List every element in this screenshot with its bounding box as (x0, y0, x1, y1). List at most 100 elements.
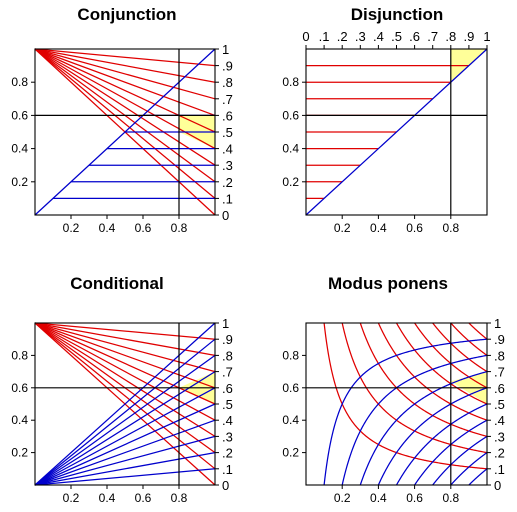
right-tick-label: .1 (222, 462, 233, 477)
blue-line (34, 435, 216, 486)
right-tick-label: .8 (222, 75, 233, 90)
x-tick-label: 0.4 (370, 221, 387, 235)
blue-line (34, 322, 216, 486)
right-tick-label: .6 (494, 381, 505, 396)
red-line (34, 322, 216, 357)
right-tick-label: .3 (222, 429, 233, 444)
x-tick-label: 0.8 (442, 221, 459, 235)
red-line (34, 48, 216, 67)
right-tick-label: .1 (494, 462, 505, 477)
right-tick-label: .4 (222, 142, 233, 157)
x-tick-label: 0.4 (99, 221, 116, 235)
red-line (34, 48, 216, 199)
red-curve (468, 322, 488, 340)
right-tick-label: .9 (222, 59, 233, 74)
right-tick-label: .7 (222, 365, 233, 380)
red-line (34, 322, 216, 421)
x-tick-label: 0.4 (99, 491, 116, 505)
top-tick-label: .9 (463, 29, 474, 44)
right-tick-label: 0 (222, 208, 229, 223)
x-tick-label: 0.2 (63, 491, 80, 505)
x-tick-label: 0.2 (334, 221, 351, 235)
x-tick-label: 0.6 (406, 491, 423, 505)
blue-line (34, 371, 216, 486)
y-tick-label: 0.6 (282, 108, 299, 122)
y-tick-label: 0.8 (282, 75, 299, 89)
top-tick-label: .7 (427, 29, 438, 44)
blue-curve (341, 354, 488, 486)
x-tick-label: 0.8 (171, 491, 188, 505)
right-tick-label: .6 (222, 381, 233, 396)
blue-line (34, 419, 216, 486)
red-curve (377, 322, 488, 421)
blue-line (34, 354, 216, 486)
right-tick-label: .9 (222, 332, 233, 347)
x-tick-label: 0.2 (63, 221, 80, 235)
y-tick-label: 0.2 (282, 446, 299, 460)
top-tick-label: .1 (319, 29, 330, 44)
blue-line (34, 451, 216, 486)
right-tick-label: 1 (494, 316, 501, 331)
right-tick-label: .2 (494, 446, 505, 461)
y-tick-label: 0.6 (11, 108, 28, 122)
panel-modus-ponens: 0.2 0.4 0.6 0.8 0.2 0.4 0.6 0.8 0.1.2 .3.4.5.6.7.… (282, 316, 505, 505)
red-curve (432, 322, 488, 373)
right-tick-label: .9 (494, 332, 505, 347)
top-tick-label: .8 (445, 29, 456, 44)
panel-conditional: 0.2 0.4 0.6 0.8 0.2 0.4 0.6 0.8 0.1.2 .3.4.5.6.7.… (11, 316, 233, 505)
red-line (34, 322, 216, 340)
x-tick-label: 0.6 (135, 221, 152, 235)
panel-title-conditional: Conditional (70, 274, 163, 293)
red-line (34, 322, 216, 470)
panel-disjunction: 0.2 0.4 0.6 0.8 0.2 0.4 0.6 0.8 0 .1 .2 .3 .4 .5 .6 .7.… (282, 29, 490, 235)
y-tick-label: 0.8 (282, 348, 299, 362)
right-tick-label: .7 (222, 92, 233, 107)
right-tick-label: .5 (494, 397, 505, 412)
red-line (34, 322, 216, 437)
right-tick-label: .5 (222, 125, 233, 140)
blue-curve (377, 387, 488, 486)
blue-line (34, 468, 216, 486)
right-tick-label: .2 (222, 446, 233, 461)
panel-title-conjunction: Conjunction (77, 5, 176, 24)
y-tick-label: 0.2 (11, 446, 28, 460)
right-tick-label: 0 (222, 478, 229, 493)
x-tick-label: 0.4 (370, 491, 387, 505)
right-tick-label: 1 (222, 316, 229, 331)
y-tick-label: 0.8 (11, 75, 28, 89)
panel-title-modus-ponens: Modus ponens (328, 274, 448, 293)
y-tick-label: 0.6 (282, 381, 299, 395)
top-tick-label: .6 (409, 29, 420, 44)
red-line (34, 48, 216, 116)
right-tick-label: .1 (222, 191, 233, 206)
y-tick-label: 0.4 (282, 142, 299, 156)
top-tick-label: 1 (483, 29, 490, 44)
blue-curve (450, 452, 488, 486)
y-tick-label: 0.4 (11, 413, 28, 427)
right-tick-label: .7 (494, 365, 505, 380)
red-curve (323, 322, 488, 470)
y-tick-label: 0.8 (11, 348, 28, 362)
x-tick-label: 0.8 (442, 491, 459, 505)
right-tick-label: .8 (222, 348, 233, 363)
panel-conjunction: 0.2 0.4 0.6 0.8 0.2 0.4 0.6 0.8 0 .1.2 .3.4 .5 .6.7.… (11, 42, 233, 235)
blue-line (34, 387, 216, 486)
red-curve (359, 322, 488, 438)
blue-curve (395, 403, 488, 486)
right-tick-label: .8 (494, 348, 505, 363)
right-tick-label: .3 (494, 429, 505, 444)
red-line (34, 48, 216, 166)
blue-diagonal (305, 48, 488, 216)
right-tick-label: 1 (222, 42, 229, 57)
top-tick-label: 0 (302, 29, 309, 44)
y-tick-label: 0.2 (11, 175, 28, 189)
top-tick-label: .2 (337, 29, 348, 44)
red-curve (395, 322, 488, 405)
red-line (34, 322, 216, 389)
right-tick-label: .4 (494, 413, 505, 428)
top-tick-label: .3 (355, 29, 366, 44)
top-tick-label: .4 (373, 29, 384, 44)
blue-line (34, 338, 216, 486)
y-tick-label: 0.4 (282, 413, 299, 427)
